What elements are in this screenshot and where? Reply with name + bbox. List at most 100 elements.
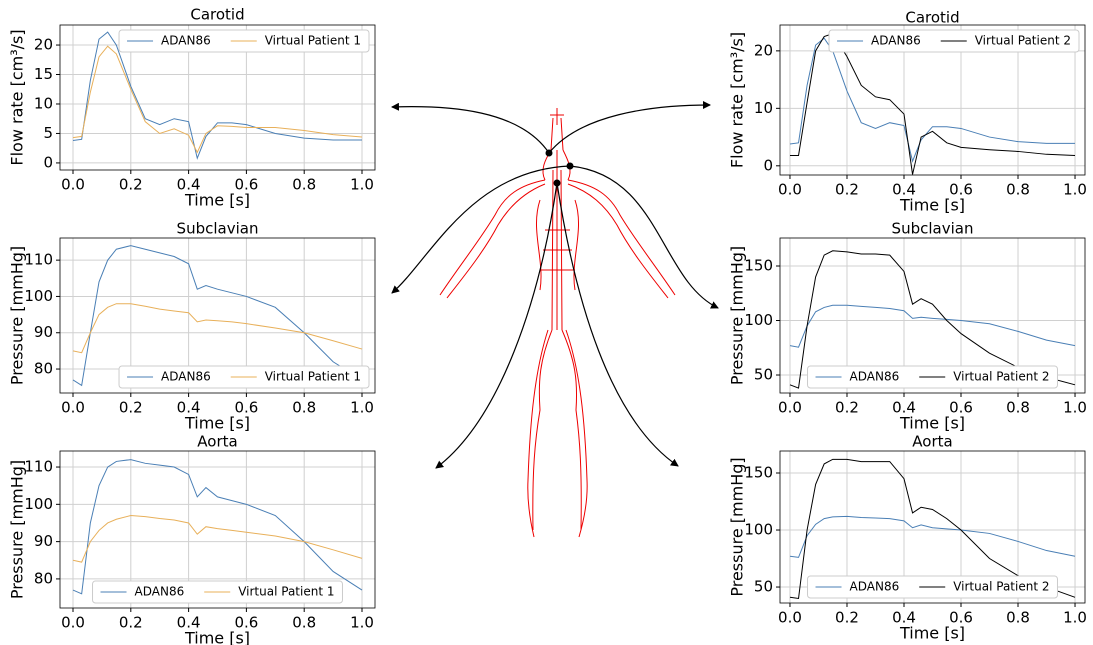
x-axis-label: Time [s] xyxy=(184,191,250,210)
y-tick-label: 0 xyxy=(763,156,773,174)
x-axis-label: Time [s] xyxy=(899,624,965,643)
series-line xyxy=(72,45,363,154)
x-tick-label: 0.8 xyxy=(292,176,316,194)
y-tick-label: 90 xyxy=(34,532,53,550)
x-tick-label: 0.4 xyxy=(892,609,916,627)
x-tick-label: 0.4 xyxy=(177,399,201,417)
x-axis-label: Time [s] xyxy=(899,196,965,215)
legend: ADAN86 Virtual Patient 2 xyxy=(807,575,1058,599)
legend: ADAN86 Virtual Patient 1 xyxy=(118,365,370,389)
series-line xyxy=(72,31,362,160)
series-line xyxy=(72,459,363,595)
series-line xyxy=(789,33,1076,175)
y-tick-label: 15 xyxy=(34,65,53,83)
legend-label: ADAN86 xyxy=(161,34,211,48)
legend: ADAN86 Virtual Patient 1 xyxy=(92,580,343,604)
legend-label: Virtual Patient 1 xyxy=(238,585,334,599)
x-tick-label: 0.2 xyxy=(119,399,143,417)
y-tick-label: 50 xyxy=(754,578,773,596)
x-tick-label: 1.0 xyxy=(1063,399,1087,417)
legend-label: Virtual Patient 2 xyxy=(953,370,1049,384)
legend-label: ADAN86 xyxy=(135,585,185,599)
series-line xyxy=(72,515,363,563)
y-tick-label: 100 xyxy=(24,495,53,513)
x-tick-label: 0.8 xyxy=(1006,399,1030,417)
y-tick-label: 80 xyxy=(34,360,53,378)
x-axis-label: Time [s] xyxy=(184,629,250,645)
y-tick-label: 20 xyxy=(754,41,773,59)
x-tick-label: 0.4 xyxy=(892,399,916,417)
y-tick-label: 10 xyxy=(34,94,53,112)
x-tick-label: 0.0 xyxy=(61,399,85,417)
legend-label: ADAN86 xyxy=(850,580,900,594)
chart-title: Carotid xyxy=(905,9,959,27)
y-tick-label: 10 xyxy=(754,99,773,117)
x-tick-label: 1.0 xyxy=(350,614,374,632)
chart-title: Aorta xyxy=(197,433,237,451)
y-tick-label: 90 xyxy=(34,323,53,341)
x-tick-label: 0.6 xyxy=(949,609,973,627)
x-tick-label: 0.4 xyxy=(177,176,201,194)
x-tick-label: 1.0 xyxy=(350,176,374,194)
y-tick-label: 0 xyxy=(43,153,53,171)
legend-label: Virtual Patient 1 xyxy=(265,370,361,384)
x-tick-label: 0.6 xyxy=(234,176,258,194)
y-tick-label: 110 xyxy=(24,251,53,269)
y-tick-label: 50 xyxy=(754,366,773,384)
series-line xyxy=(789,250,1076,389)
x-tick-label: 0.2 xyxy=(835,181,859,199)
x-tick-label: 0.6 xyxy=(234,614,258,632)
x-tick-label: 0.2 xyxy=(835,609,859,627)
y-axis-label: Pressure [mmHg] xyxy=(728,457,747,596)
chart-panel: 0.0 0.2 0.4 0.6 0.8 1.0 0 10 20 Carotid Time [s] Fl… xyxy=(728,9,1087,215)
x-tick-label: 0.2 xyxy=(835,399,859,417)
x-tick-label: 1.0 xyxy=(350,399,374,417)
chart-title: Subclavian xyxy=(892,220,974,238)
y-tick-label: 100 xyxy=(744,311,773,329)
y-tick-label: 20 xyxy=(34,36,53,54)
x-tick-label: 0.0 xyxy=(61,176,85,194)
legend-label: Virtual Patient 1 xyxy=(265,34,361,48)
x-tick-label: 0.0 xyxy=(778,181,802,199)
legend: ADAN86 Virtual Patient 2 xyxy=(828,29,1080,53)
series-line xyxy=(789,304,1076,348)
x-tick-label: 0.8 xyxy=(292,614,316,632)
legend-label: ADAN86 xyxy=(850,370,900,384)
series-line xyxy=(72,303,363,354)
y-tick-label: 5 xyxy=(43,124,53,142)
series-line xyxy=(789,37,1076,163)
plot-frame xyxy=(59,450,376,609)
plot-frame xyxy=(779,237,1086,394)
y-tick-label: 80 xyxy=(34,569,53,587)
vascular-tree xyxy=(439,108,676,538)
y-tick-label: 150 xyxy=(744,464,773,482)
series-line xyxy=(72,245,363,387)
legend-label: Virtual Patient 2 xyxy=(975,34,1071,48)
x-tick-label: 0.8 xyxy=(1006,609,1030,627)
x-tick-label: 0.2 xyxy=(119,176,143,194)
plot-frame xyxy=(779,24,1086,176)
y-tick-label: 110 xyxy=(24,458,53,476)
chart-panel: 0.0 0.2 0.4 0.6 0.8 1.0 50 100 150 Aorta Time [s] P… xyxy=(728,433,1087,643)
plot-frame xyxy=(59,237,376,394)
x-tick-label: 0.4 xyxy=(892,181,916,199)
series-line xyxy=(789,515,1076,558)
y-axis-label: Pressure [mmHg] xyxy=(8,460,27,599)
chart-title: Carotid xyxy=(190,6,244,24)
chart-panel: 0.0 0.2 0.4 0.6 0.8 1.0 80 90 100 110 Aorta Time [s… xyxy=(8,433,376,645)
x-tick-label: 0.6 xyxy=(949,181,973,199)
legend-label: Virtual Patient 2 xyxy=(953,580,1049,594)
y-tick-label: 100 xyxy=(24,287,53,305)
legend-label: ADAN86 xyxy=(161,370,211,384)
x-tick-label: 0.0 xyxy=(778,399,802,417)
x-tick-label: 0.8 xyxy=(292,399,316,417)
y-axis-label: Flow rate [cm³/s] xyxy=(728,32,747,168)
y-axis-label: Pressure [mmHg] xyxy=(728,246,747,385)
chart-panel: 0.0 0.2 0.4 0.6 0.8 1.0 0 5 10 15 20 Carotid Time [s… xyxy=(8,6,376,210)
y-axis-label: Pressure [mmHg] xyxy=(8,246,27,385)
x-tick-label: 0.0 xyxy=(61,614,85,632)
plot-frame xyxy=(59,24,376,171)
x-tick-label: 1.0 xyxy=(1063,181,1087,199)
chart-title: Aorta xyxy=(912,433,952,451)
